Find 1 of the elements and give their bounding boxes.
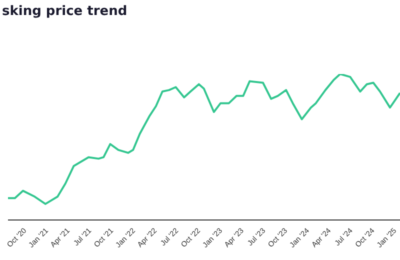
chart-title: sking price trend: [2, 4, 128, 19]
